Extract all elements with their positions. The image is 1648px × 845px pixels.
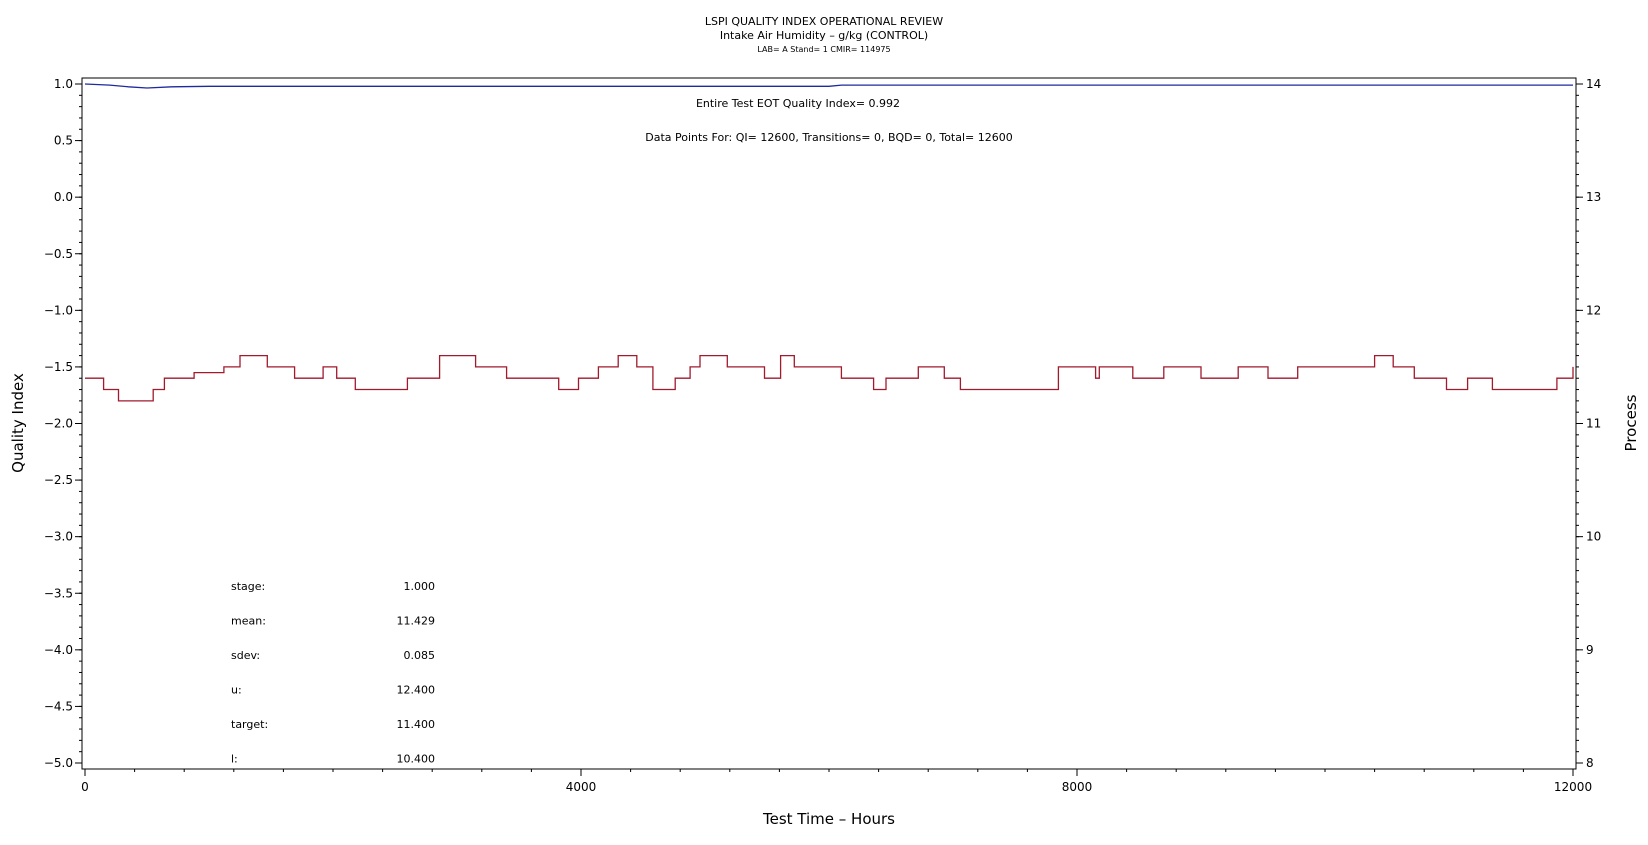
y-tick-label: 0.0 [54,190,73,204]
data-points-annotation: Data Points For: QI= 12600, Transitions=… [645,131,1013,144]
stat-value: 11.429 [397,615,436,628]
y2-tick-label: 9 [1586,643,1594,657]
stat-value: 1.000 [404,580,436,593]
y-tick-label: −3.0 [44,530,73,544]
x-tick-label: 0 [81,780,89,794]
y2-tick-label: 10 [1586,530,1601,544]
y2-axis-label: Process [1622,394,1640,451]
stat-label: target: [231,718,268,731]
chart-subtitle: Intake Air Humidity – g/kg (CONTROL) [720,29,928,42]
quality-index-series-line [84,83,1573,89]
stat-value: 11.400 [397,718,436,731]
y-tick-label: −2.0 [44,417,73,431]
stat-label: stage: [231,580,265,593]
y-tick-label: 1.0 [54,77,73,91]
y-tick-label: −2.5 [44,473,73,487]
eot-annotation: Entire Test EOT Quality Index= 0.992 [696,97,900,110]
y-tick-label: −5.0 [44,756,73,770]
plot-frame [81,77,1577,770]
stat-value: 0.085 [404,649,436,662]
y2-tick-label: 12 [1586,303,1601,317]
y2-tick-label: 14 [1586,77,1601,91]
y-axis-label: Quality Index [9,373,27,473]
y-axis-left: 1.0 0.5 0.0 −0.5 −1.0 −1.5 −2.0 −2.5 −3.0 −3.5 −4.… [44,77,82,770]
stat-label: sdev: [231,649,260,662]
series-group [84,83,1574,402]
y2-tick-label: 11 [1586,417,1601,431]
stat-value: 10.400 [397,753,436,766]
stat-label: l: [231,753,238,766]
y2-tick-label: 8 [1586,756,1594,770]
y-tick-label: −0.5 [44,247,73,261]
y-tick-label: 0.5 [54,134,73,148]
process-series-line [85,354,1574,402]
x-tick-label: 12000 [1554,780,1592,794]
x-axis-label: Test Time – Hours [762,810,895,828]
x-axis: 0 4000 8000 12000 [81,769,1592,794]
chart-title: LSPI QUALITY INDEX OPERATIONAL REVIEW [705,15,943,28]
y-tick-label: −3.5 [44,586,73,600]
y-tick-label: −4.0 [44,643,73,657]
y-axis-right: 14 13 12 11 10 9 8 [1576,77,1601,770]
y2-tick-label: 13 [1586,190,1601,204]
stat-label: u: [231,684,242,697]
y-tick-label: −4.5 [44,699,73,713]
x-tick-label: 4000 [566,780,597,794]
y-tick-label: −1.5 [44,360,73,374]
stat-value: 12.400 [397,684,436,697]
y-tick-label: −1.0 [44,303,73,317]
x-tick-label: 8000 [1062,780,1093,794]
stat-label: mean: [231,615,266,628]
chart-subtitle-lab: LAB= A Stand= 1 CMIR= 114975 [757,45,890,54]
stats-block: stage: 1.000 mean: 11.429 sdev: 0.085 u: 12.400… [231,580,435,766]
